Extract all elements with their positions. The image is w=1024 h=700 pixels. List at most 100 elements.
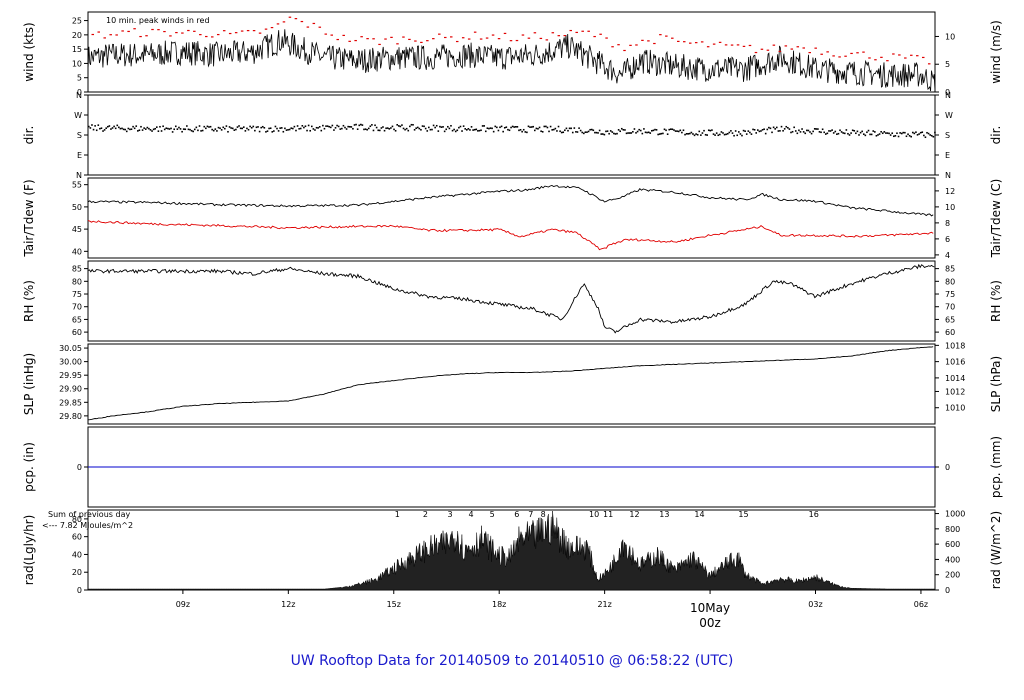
wind-direction-point: [526, 131, 528, 134]
wind-direction-point: [859, 131, 862, 134]
wind-direction-point: [608, 132, 610, 135]
wind-peak-mark: [246, 29, 250, 32]
wind-direction-point: [356, 128, 359, 130]
wind-direction-point: [310, 125, 313, 128]
wind-direction-point: [934, 131, 936, 134]
wind-direction-point: [823, 131, 826, 134]
wind-peak-mark: [473, 31, 477, 33]
wind-peak-mark: [838, 56, 841, 58]
wind-direction-point: [862, 133, 865, 135]
wind-peak-mark: [916, 55, 919, 57]
pressure-ytick-label-right: 1012: [945, 387, 965, 396]
wind-direction-point: [847, 132, 849, 135]
wind-direction-point: [581, 131, 584, 134]
wind-direction-point: [149, 129, 152, 131]
wind-direction-point: [636, 130, 639, 133]
wind-direction-point: [875, 134, 878, 137]
wind-direction-point: [714, 134, 716, 136]
wind-peak-mark: [647, 40, 650, 42]
wind-direction-point: [646, 131, 648, 134]
wind-direction-point: [347, 125, 349, 128]
wind-direction-point: [344, 126, 346, 129]
wind-direction-point: [681, 131, 683, 134]
wind-direction-point: [878, 133, 881, 135]
wind-peak-mark: [886, 60, 889, 62]
wind-direction-point: [420, 128, 422, 131]
wind-direction-point: [121, 127, 123, 130]
wind-direction-point: [720, 131, 723, 133]
wind-direction-point: [352, 127, 354, 130]
wind-direction-point: [791, 130, 794, 133]
wind-direction-point: [168, 128, 171, 130]
wind-direction-point: [314, 129, 316, 131]
wind-direction-point: [200, 130, 202, 132]
wind-ytick-label-right: 5: [945, 60, 950, 69]
wind-direction-point: [129, 128, 131, 131]
wind-direction-point: [113, 125, 115, 128]
wind-direction-point: [557, 125, 560, 128]
wind-peak-mark: [611, 46, 614, 48]
humidity-ytick-label: 60: [72, 328, 82, 337]
humidity-ytick-label-right: 70: [945, 303, 955, 312]
wind-direction-point: [198, 125, 201, 127]
wind-ytick-label-right: 10: [945, 32, 955, 41]
wind-direction-point: [744, 130, 746, 133]
wind-panel-frame: [87, 11, 936, 93]
wind-direction-point: [233, 129, 236, 131]
wind-direction-point: [249, 125, 251, 128]
wind-direction-point: [257, 126, 259, 128]
wind-peak-mark: [694, 42, 698, 44]
wind-direction-point: [723, 133, 726, 136]
wind-peak-mark: [509, 40, 513, 42]
wind-peak-mark: [336, 38, 339, 41]
wind-direction-point: [657, 133, 659, 136]
wind-direction-point: [885, 132, 887, 134]
pressure-ytick-label: 30.05: [59, 344, 82, 353]
wind-direction-point: [527, 125, 530, 128]
wind-direction-point: [165, 127, 168, 130]
wind-direction-point: [507, 128, 509, 131]
direction-ytick-label: S: [77, 131, 82, 140]
wind-direction-point: [293, 125, 296, 128]
temperature-ylabel: Tair/Tdew (F): [22, 179, 36, 257]
wind-direction-point: [379, 129, 381, 132]
wind-direction-point: [559, 130, 561, 133]
wind-peak-mark: [228, 32, 232, 35]
wind-direction-point: [124, 128, 126, 131]
wind-direction-point: [391, 125, 394, 128]
wind-direction-point: [807, 129, 810, 132]
radiation-hour-label: 13: [659, 510, 669, 519]
wind-direction-point: [285, 129, 288, 131]
wind-peak-mark: [850, 52, 853, 55]
wind-direction-point: [114, 127, 117, 130]
wind-peak-mark: [205, 35, 208, 38]
wind-peak-mark: [109, 34, 112, 36]
wind-direction-point: [546, 126, 549, 129]
wind-direction-point: [711, 129, 713, 131]
wind-direction-point: [282, 130, 285, 133]
pressure-ytick-label: 30.00: [59, 358, 82, 367]
wind-peak-mark: [921, 56, 925, 59]
wind-direction-point: [810, 132, 813, 135]
direction-ytick-label: N: [76, 171, 82, 180]
wind-direction-point: [881, 132, 884, 135]
pressure-ytick-label-right: 1016: [945, 358, 965, 367]
wind-direction-point: [556, 130, 558, 132]
wind-annotation: 10 min. peak winds in red: [106, 16, 210, 25]
wind-direction-point: [225, 125, 228, 127]
wind-direction-point: [643, 128, 645, 130]
wind-peak-mark: [324, 33, 328, 35]
dewpoint-line: [87, 219, 934, 251]
wind-direction-point: [499, 126, 501, 129]
wind-direction-point: [407, 129, 410, 132]
wind-direction-point: [821, 128, 824, 131]
wind-direction-point: [633, 128, 636, 130]
air-temperature-line: [87, 185, 934, 217]
wind-direction-point: [595, 131, 598, 134]
wind-direction-point: [382, 126, 384, 128]
wind-peak-mark: [635, 44, 638, 46]
wind-direction-point: [772, 126, 775, 129]
humidity-ytick-label-right: 85: [945, 265, 955, 274]
wind-direction-point: [133, 127, 136, 130]
humidity-ytick-label: 70: [72, 303, 82, 312]
